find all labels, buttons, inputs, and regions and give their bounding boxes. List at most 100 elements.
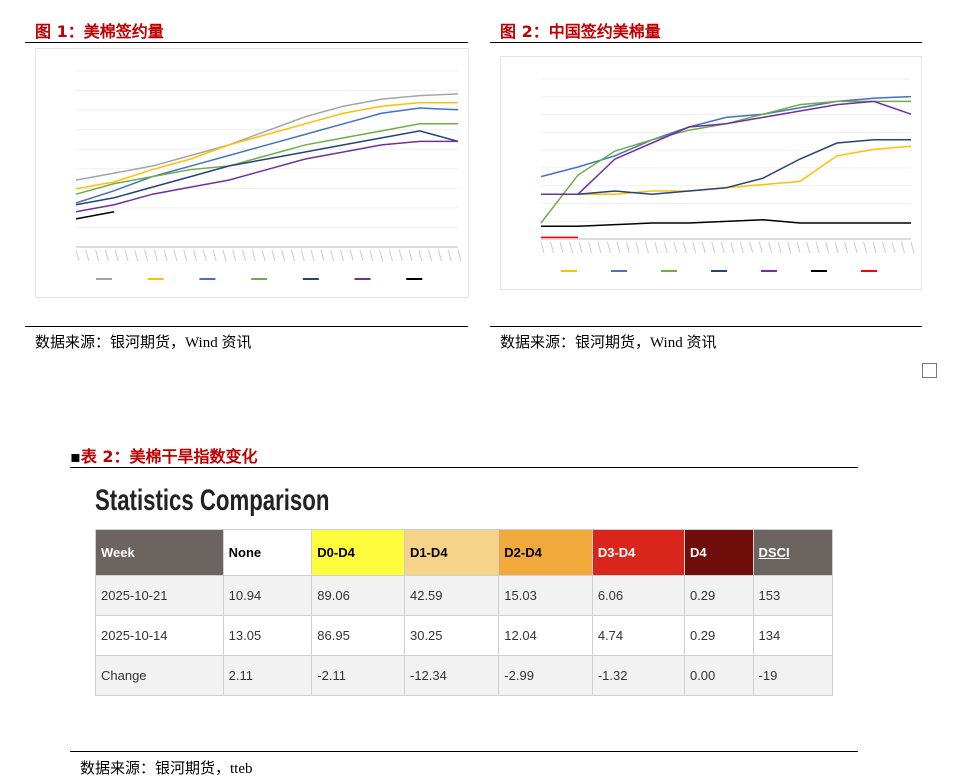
tick-deco: [578, 241, 583, 254]
cell: 0.29: [683, 575, 754, 616]
tick-deco: [95, 249, 100, 262]
figure-caption: 图 2：中国签约美棉量: [500, 22, 661, 41]
header-cell: D1-D4: [403, 529, 500, 576]
tick-deco: [271, 249, 276, 262]
tick-deco: [891, 241, 896, 254]
tick-deco: [825, 241, 830, 254]
tick-deco: [616, 241, 621, 254]
tick-deco: [163, 249, 168, 262]
figure-caption: 图 1：美棉签约量: [35, 22, 164, 41]
series-line: [541, 139, 911, 195]
rule: [70, 751, 858, 752]
tick-deco: [540, 241, 545, 254]
tick-deco: [625, 241, 630, 254]
cell: 153: [752, 575, 834, 616]
tick-deco: [144, 249, 149, 262]
series-line: [540, 100, 911, 224]
tick-deco: [261, 249, 266, 262]
series-line: [541, 219, 911, 227]
tick-deco: [104, 249, 109, 262]
tick-deco: [910, 241, 915, 254]
header-cell: D0-D4: [311, 529, 405, 576]
series-line: [75, 123, 458, 195]
tick-deco: [173, 249, 178, 262]
tick-deco: [398, 249, 403, 262]
table-caption: ▪表 2：美棉干旱指数变化: [70, 447, 258, 466]
header-cell: D4: [683, 529, 754, 576]
tick-deco: [418, 249, 423, 262]
tick-deco: [644, 241, 649, 254]
tick-deco: [457, 249, 462, 262]
cell: 42.59: [403, 575, 500, 616]
cell: 12.04: [498, 615, 593, 656]
cell: Change: [95, 655, 224, 696]
rule: [25, 42, 468, 43]
cell: -19: [752, 655, 834, 696]
tick-deco: [730, 241, 735, 254]
tick-deco: [758, 241, 763, 254]
tick-deco: [568, 241, 573, 254]
tick-deco: [222, 249, 227, 262]
chart: [35, 48, 469, 298]
tick-deco: [559, 241, 564, 254]
tick-deco: [242, 249, 246, 262]
tick-deco: [437, 249, 442, 262]
cell: 86.95: [311, 615, 405, 656]
series-line: [541, 100, 912, 195]
tick-deco: [388, 249, 393, 262]
header-cell: D2-D4: [498, 529, 593, 576]
header-cell: DSCI: [752, 529, 834, 576]
row: 2025-10-14 13.05 86.95 30.25 12.04 4.74 0.29 13…: [95, 615, 834, 656]
rule: [490, 42, 922, 43]
tick-deco: [124, 249, 129, 262]
series-line: [75, 107, 459, 204]
tick-deco: [853, 241, 858, 254]
tick-deco: [153, 249, 158, 262]
row: Change 2.11 -2.11 -12.34 -2.99 -1.32 0.00 -19: [95, 655, 834, 696]
tick-deco: [349, 249, 354, 262]
header-cell: Week: [95, 529, 224, 576]
rule: [490, 326, 922, 327]
tick-deco: [300, 249, 305, 262]
tick-deco: [720, 241, 725, 254]
cell: 0.29: [683, 615, 754, 656]
series-line: [75, 101, 458, 190]
tick-deco: [202, 249, 207, 262]
series-line: [541, 145, 912, 195]
series-line: [540, 95, 912, 178]
rule: [25, 326, 468, 327]
source: 数据来源：银河期货，Wind 资讯: [500, 335, 717, 351]
tick-deco: [863, 241, 868, 254]
cell: -2.99: [498, 655, 593, 696]
series-line: [75, 130, 459, 206]
tick-deco: [673, 241, 678, 254]
tick-deco: [806, 241, 811, 254]
tick-deco: [711, 241, 716, 254]
tick-deco: [134, 249, 139, 262]
tick-deco: [749, 241, 754, 254]
header-row: Week None D0-D4 D1-D4 D2-D4 D3-D4 D4 DSCI: [95, 529, 834, 576]
tick-deco: [291, 249, 295, 262]
tick-deco: [635, 241, 640, 254]
tick-deco: [739, 241, 744, 254]
caption-text: 表 2：美棉干旱指数变化: [80, 447, 258, 466]
cell: -12.34: [403, 655, 500, 696]
cell: 2025-10-14: [95, 615, 224, 656]
tick-deco: [369, 249, 374, 262]
source: 数据来源：银河期货，tteb: [80, 761, 253, 777]
chart: [500, 56, 922, 290]
tick-deco: [606, 241, 611, 254]
cell: 2.11: [222, 655, 313, 696]
tick-deco: [114, 249, 119, 262]
tick-deco: [701, 241, 706, 254]
tick-deco: [75, 249, 80, 262]
tick-deco: [882, 241, 887, 254]
tick-deco: [682, 241, 687, 254]
cell: 30.25: [403, 615, 500, 656]
series-line: [75, 140, 458, 213]
tick-deco: [359, 249, 364, 262]
cell: 10.94: [222, 575, 313, 616]
tick-deco: [796, 241, 801, 254]
tick-deco: [787, 241, 792, 254]
